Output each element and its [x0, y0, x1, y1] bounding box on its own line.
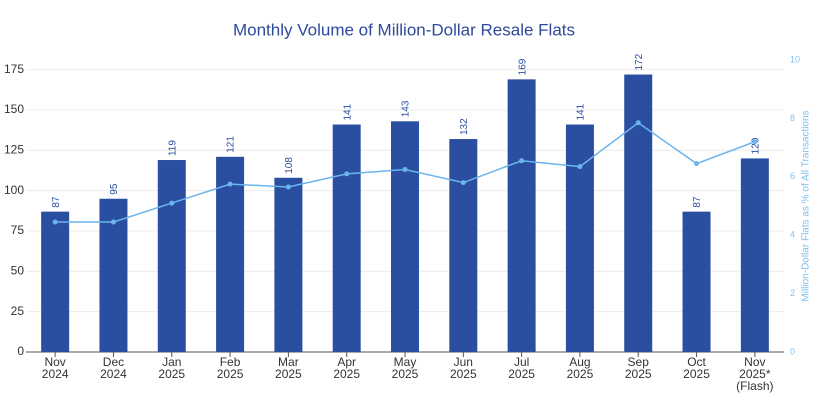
- x-tick-label: Sep: [628, 355, 650, 369]
- value-label: 87: [692, 196, 703, 208]
- point: [52, 219, 58, 225]
- y2-tick-label: 6: [790, 171, 795, 181]
- value-label: 141: [342, 103, 353, 120]
- bar: [740, 158, 769, 352]
- x-tick-label: Apr: [337, 355, 356, 369]
- y2-tick-label: 4: [790, 230, 795, 240]
- y-tick-label: 125: [4, 143, 24, 157]
- bar: [216, 156, 245, 352]
- y-tick-label: 50: [11, 264, 25, 278]
- x-tick-label: 2025: [275, 367, 302, 381]
- bar: [332, 124, 361, 352]
- bar: [157, 160, 186, 352]
- bar: [624, 74, 653, 352]
- x-tick-label: 2025: [450, 367, 477, 381]
- x-tick-label: Oct: [687, 355, 706, 369]
- point: [752, 139, 758, 145]
- point: [577, 164, 583, 170]
- bar: [565, 124, 594, 352]
- point: [344, 171, 350, 177]
- x-tick-label: 2025: [392, 367, 419, 381]
- x-tick-label: Jun: [454, 355, 473, 369]
- x-tick-label: May: [394, 355, 417, 369]
- y2-tick-label: 2: [790, 288, 795, 298]
- value-label: 143: [401, 100, 412, 117]
- bar: [274, 177, 303, 352]
- x-tick-label: Nov: [44, 355, 65, 369]
- point: [635, 120, 641, 126]
- value-label: 120: [750, 137, 761, 154]
- value-label: 87: [51, 196, 62, 208]
- x-tick-label: 2025: [625, 367, 652, 381]
- y-tick-label: 25: [11, 304, 25, 318]
- value-label: 169: [517, 58, 528, 75]
- x-tick-label: Jan: [162, 355, 181, 369]
- value-label: 141: [576, 103, 587, 120]
- point: [110, 219, 116, 225]
- y2-tick-label: 0: [790, 346, 795, 356]
- y-tick-label: 0: [17, 344, 24, 358]
- x-tick-label: Dec: [103, 355, 124, 369]
- y2-tick-label: 8: [790, 113, 795, 123]
- bar: [507, 79, 536, 352]
- value-label: 172: [634, 53, 645, 70]
- y-tick-label: 150: [4, 102, 24, 116]
- y-tick-label: 75: [11, 223, 25, 237]
- x-tick-label: Feb: [220, 355, 241, 369]
- x-tick-label: Jul: [514, 355, 529, 369]
- y2-tick-label: 10: [790, 54, 800, 64]
- x-tick-label: 2025: [567, 367, 594, 381]
- point: [285, 184, 291, 190]
- chart-title: Monthly Volume of Million-Dollar Resale …: [233, 20, 575, 39]
- bar: [391, 121, 419, 353]
- point: [460, 180, 466, 186]
- x-tick-label: (Flash): [736, 379, 773, 393]
- y-tick-label: 100: [4, 183, 24, 197]
- x-tick-label: 2024: [100, 367, 127, 381]
- x-tick-label: 2024: [42, 367, 69, 381]
- value-label: 108: [284, 157, 295, 174]
- x-tick-label: 2025: [683, 367, 710, 381]
- bar: [682, 211, 711, 352]
- value-label: 121: [226, 136, 237, 153]
- value-label: 132: [459, 118, 470, 135]
- x-tick-label: 2025: [508, 367, 535, 381]
- y2-axis-label: Million-Dollar Flats as % of All Transac…: [801, 110, 812, 301]
- point: [402, 167, 408, 172]
- x-tick-label: 2025: [333, 367, 360, 381]
- x-tick-label: 2025*: [739, 367, 771, 381]
- value-label: 119: [167, 140, 178, 156]
- x-tick-label: Aug: [569, 355, 590, 369]
- x-tick-label: 2025: [158, 367, 185, 381]
- bar: [449, 139, 478, 352]
- bar: [41, 211, 70, 352]
- x-tick-label: Nov: [744, 355, 765, 369]
- value-label: 95: [109, 183, 120, 195]
- point: [694, 161, 700, 167]
- point: [519, 158, 525, 164]
- x-tick-label: 2025: [217, 367, 244, 381]
- y-tick-label: 175: [4, 62, 24, 76]
- x-tick-label: Mar: [278, 355, 299, 369]
- point: [169, 200, 175, 206]
- point: [227, 181, 233, 187]
